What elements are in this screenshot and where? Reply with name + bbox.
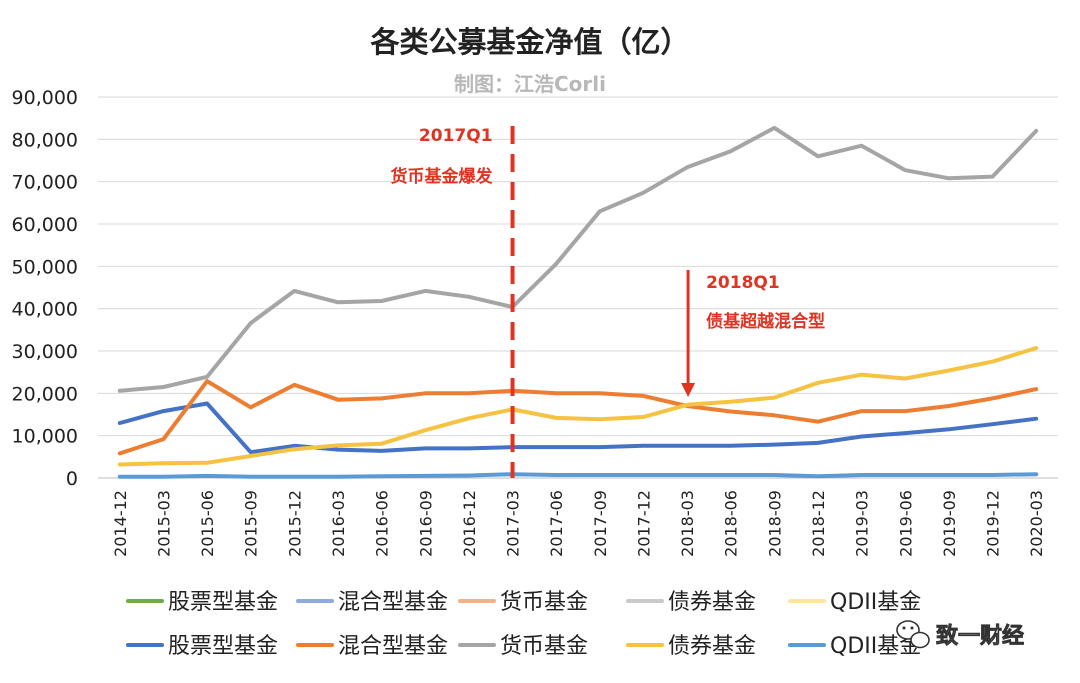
x-tick-label: 2018-09 [765, 490, 784, 557]
x-tick-label: 2016-09 [416, 490, 435, 557]
y-tick-label: 70,000 [12, 172, 78, 194]
x-tick-label: 2015-03 [154, 490, 173, 557]
series-line-5 [117, 472, 1039, 479]
x-axis-ticks: 2014-12 2015-03 2015-06 2015-09 2015-12 2016-… [111, 490, 1046, 557]
legend-label: 债券基金 [668, 634, 756, 659]
x-tick-label: 2017-06 [547, 490, 566, 557]
annotation-label: 债基超越混合型 [706, 311, 825, 332]
legend-label: 货币基金 [500, 590, 588, 615]
legend-label: 混合型基金 [338, 634, 448, 659]
y-tick-label: 50,000 [12, 256, 78, 278]
y-tick-label: 0 [66, 468, 78, 490]
x-tick-label: 2017-09 [591, 490, 610, 557]
y-tick-label: 20,000 [12, 383, 78, 405]
chart-subtitle: 制图：江浩Corli [454, 72, 606, 96]
watermark-text: 致一财经 [936, 623, 1024, 649]
y-axis-ticks: 90,000 80,000 70,000 60,000 50,000 40,000 30,0… [12, 87, 78, 490]
legend-label: 货币基金 [500, 634, 588, 659]
y-tick-label: 80,000 [12, 129, 78, 151]
series-line-3 [117, 125, 1039, 393]
y-tick-label: 60,000 [12, 214, 78, 236]
x-tick-label: 2015-06 [198, 490, 217, 557]
y-tick-label: 30,000 [12, 341, 78, 363]
x-tick-label: 2017-12 [634, 490, 653, 557]
gridlines [98, 96, 1058, 479]
chart-title: 各类公募基金净值（亿） [369, 25, 689, 59]
x-tick-label: 2019-03 [853, 490, 872, 557]
x-tick-label: 2014-12 [111, 490, 130, 557]
legend-label: 混合型基金 [338, 590, 448, 615]
annotation-label: 货币基金爆发 [391, 166, 494, 187]
x-tick-label: 2018-06 [722, 490, 741, 557]
x-tick-label: 2015-09 [242, 490, 261, 557]
series-line-1 [117, 401, 1039, 455]
series-line-4 [117, 346, 1039, 467]
x-tick-label: 2017-03 [504, 490, 523, 557]
x-tick-label: 2016-03 [329, 490, 348, 557]
x-tick-label: 2020-03 [1027, 490, 1046, 557]
x-tick-label: 2019-12 [984, 490, 1003, 557]
legend-label: 股票型基金 [168, 634, 278, 659]
legend-label: 债券基金 [668, 590, 756, 615]
x-tick-label: 2019-06 [896, 490, 915, 557]
annotation-label: 2017Q1 [419, 126, 493, 146]
annotations: 2017Q1 货币基金爆发 2018Q1 债基超越混合型 [391, 126, 825, 478]
series-line-2 [117, 379, 1039, 456]
y-tick-label: 90,000 [12, 87, 78, 109]
annotation-arrow-head [681, 383, 696, 397]
wechat-icon [896, 620, 930, 649]
annotation-label: 2018Q1 [706, 273, 780, 293]
x-tick-label: 2019-09 [940, 490, 959, 557]
y-tick-label: 10,000 [12, 426, 78, 448]
x-tick-label: 2016-12 [460, 490, 479, 557]
legend-label: QDII基金 [830, 590, 921, 615]
watermark: 致一财经 [896, 620, 1024, 649]
legend-label: 股票型基金 [168, 590, 278, 615]
x-tick-label: 2018-12 [809, 490, 828, 557]
x-tick-label: 2015-12 [285, 490, 304, 557]
series-lines [117, 125, 1039, 479]
x-tick-label: 2016-06 [373, 490, 392, 557]
x-tick-label: 2018-03 [678, 490, 697, 557]
y-tick-label: 40,000 [12, 299, 78, 321]
